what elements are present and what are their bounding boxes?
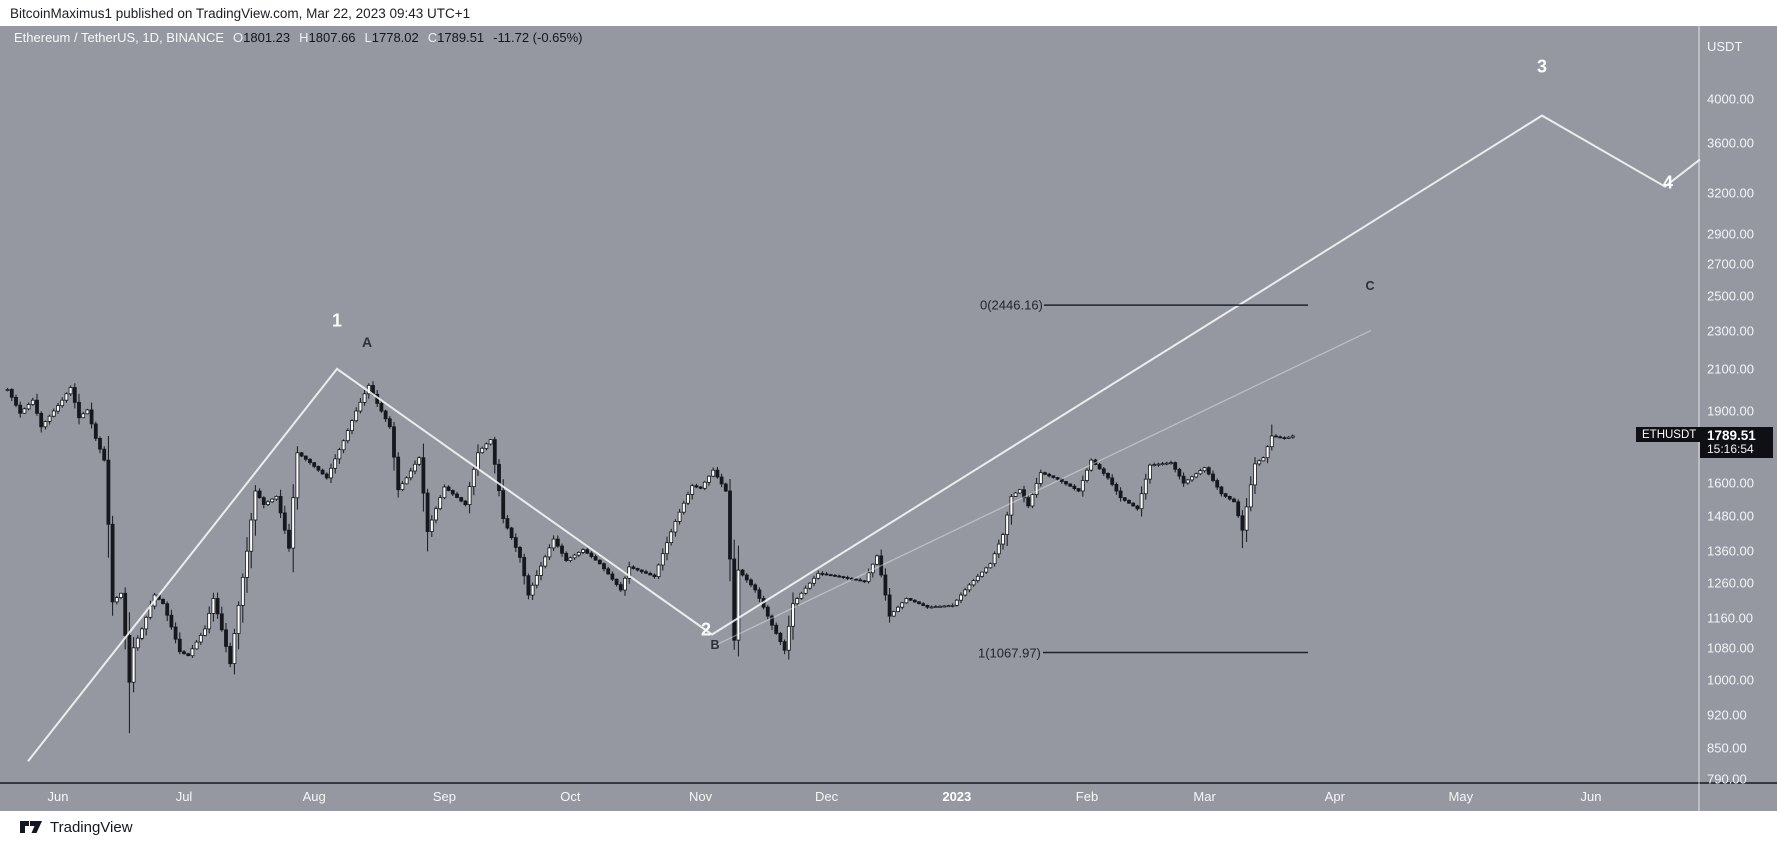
candlestick-plot — [0, 26, 1777, 811]
price-tick: 1360.00 — [1707, 543, 1754, 559]
last-price-tag: 1789.51 15:16:54 — [1700, 427, 1773, 459]
price-tick: 790.00 — [1707, 771, 1747, 787]
chart-pane[interactable]: Ethereum / TetherUS, 1D, BINANCE O1801.23… — [0, 26, 1777, 811]
time-tick-nov: Nov — [689, 789, 713, 804]
close-letter: C — [427, 30, 438, 45]
wave-label-a: A — [361, 334, 373, 350]
time-tick-sep: Sep — [432, 789, 456, 804]
price-tick: 1480.00 — [1707, 508, 1754, 524]
time-tick-dec: Dec — [815, 789, 839, 804]
time-tick-jul: Jul — [175, 789, 193, 804]
last-price-value: 1789.51 — [1707, 428, 1756, 444]
price-tick: 2100.00 — [1707, 361, 1754, 377]
time-tick-2023: 2023 — [942, 789, 972, 804]
wave-label-c: C — [1365, 279, 1375, 293]
wave-label-3: 3 — [1536, 56, 1548, 77]
time-tick-oct: Oct — [560, 789, 581, 804]
time-axis[interactable]: Jun Jul Aug Sep Oct Nov Dec 2023 Feb Mar Apr May Jun — [0, 783, 1777, 811]
time-tick-mar: Mar — [1193, 789, 1216, 804]
time-tick-aug: Aug — [302, 789, 326, 804]
currency-label: USDT — [1707, 39, 1743, 54]
price-tick: 1600.00 — [1707, 475, 1754, 491]
tradingview-logo-icon — [20, 821, 42, 833]
price-tick: 3200.00 — [1707, 185, 1754, 200]
time-tick-jun: Jun — [1580, 789, 1602, 804]
low-value: 1778.02 — [371, 30, 419, 45]
level-label: 1(1067.97) — [978, 645, 1041, 660]
price-tick: 2500.00 — [1707, 288, 1754, 304]
price-tick: 2700.00 — [1707, 256, 1754, 272]
last-price-symbol-tag: ETHUSDT — [1636, 427, 1703, 443]
price-tick: 1000.00 — [1707, 672, 1754, 688]
bar-countdown: 15:16:54 — [1707, 442, 1754, 457]
chart-legend: Ethereum / TetherUS, 1D, BINANCE O1801.23… — [14, 30, 583, 45]
price-axis[interactable]: USDT 4000.00 3600.00 3200.00 2900.00 2700.00… — [1699, 26, 1777, 787]
symbol-title: Ethereum / TetherUS, 1D, BINANCE — [14, 30, 225, 45]
high-value: 1807.66 — [308, 30, 356, 45]
price-tick: 2900.00 — [1707, 226, 1754, 242]
attribution-bar: BitcoinMaximus1 published on TradingView… — [0, 0, 1777, 26]
low-letter: L — [364, 30, 372, 45]
change-value: -11.72 (-0.65%) — [493, 30, 583, 45]
close-value: 1789.51 — [437, 30, 485, 45]
price-tick: 2300.00 — [1707, 323, 1754, 339]
wave-label-4: 4 — [1662, 172, 1674, 193]
price-tick: 850.00 — [1707, 740, 1747, 756]
price-tick: 4000.00 — [1707, 91, 1754, 107]
wave-label-b: B — [710, 638, 720, 652]
price-tick: 1900.00 — [1707, 403, 1754, 419]
symbol-tag-text: ETHUSDT — [1642, 429, 1697, 442]
tradingview-brand-text: TradingView — [50, 819, 133, 836]
attribution-text: BitcoinMaximus1 published on TradingView… — [10, 6, 471, 21]
wave-label-1: 1 — [331, 310, 343, 331]
price-tick: 3600.00 — [1707, 135, 1754, 151]
price-tick: 1080.00 — [1707, 640, 1754, 656]
time-tick-jun: Jun — [47, 789, 69, 804]
wave-label-2: 2 — [700, 619, 712, 640]
footer-bar: TradingView — [0, 811, 1777, 845]
price-tick: 1260.00 — [1707, 575, 1754, 591]
open-letter: O — [233, 30, 244, 45]
high-letter: H — [299, 30, 309, 45]
price-tick: 1160.00 — [1707, 610, 1754, 626]
time-tick-feb: Feb — [1075, 789, 1099, 804]
open-value: 1801.23 — [243, 30, 291, 45]
time-tick-apr: Apr — [1324, 789, 1345, 804]
time-tick-may: May — [1448, 789, 1474, 804]
price-tick: 920.00 — [1707, 707, 1747, 723]
level-label: 0(2446.16) — [980, 297, 1043, 313]
tradingview-brand-link[interactable]: TradingView — [20, 819, 133, 836]
